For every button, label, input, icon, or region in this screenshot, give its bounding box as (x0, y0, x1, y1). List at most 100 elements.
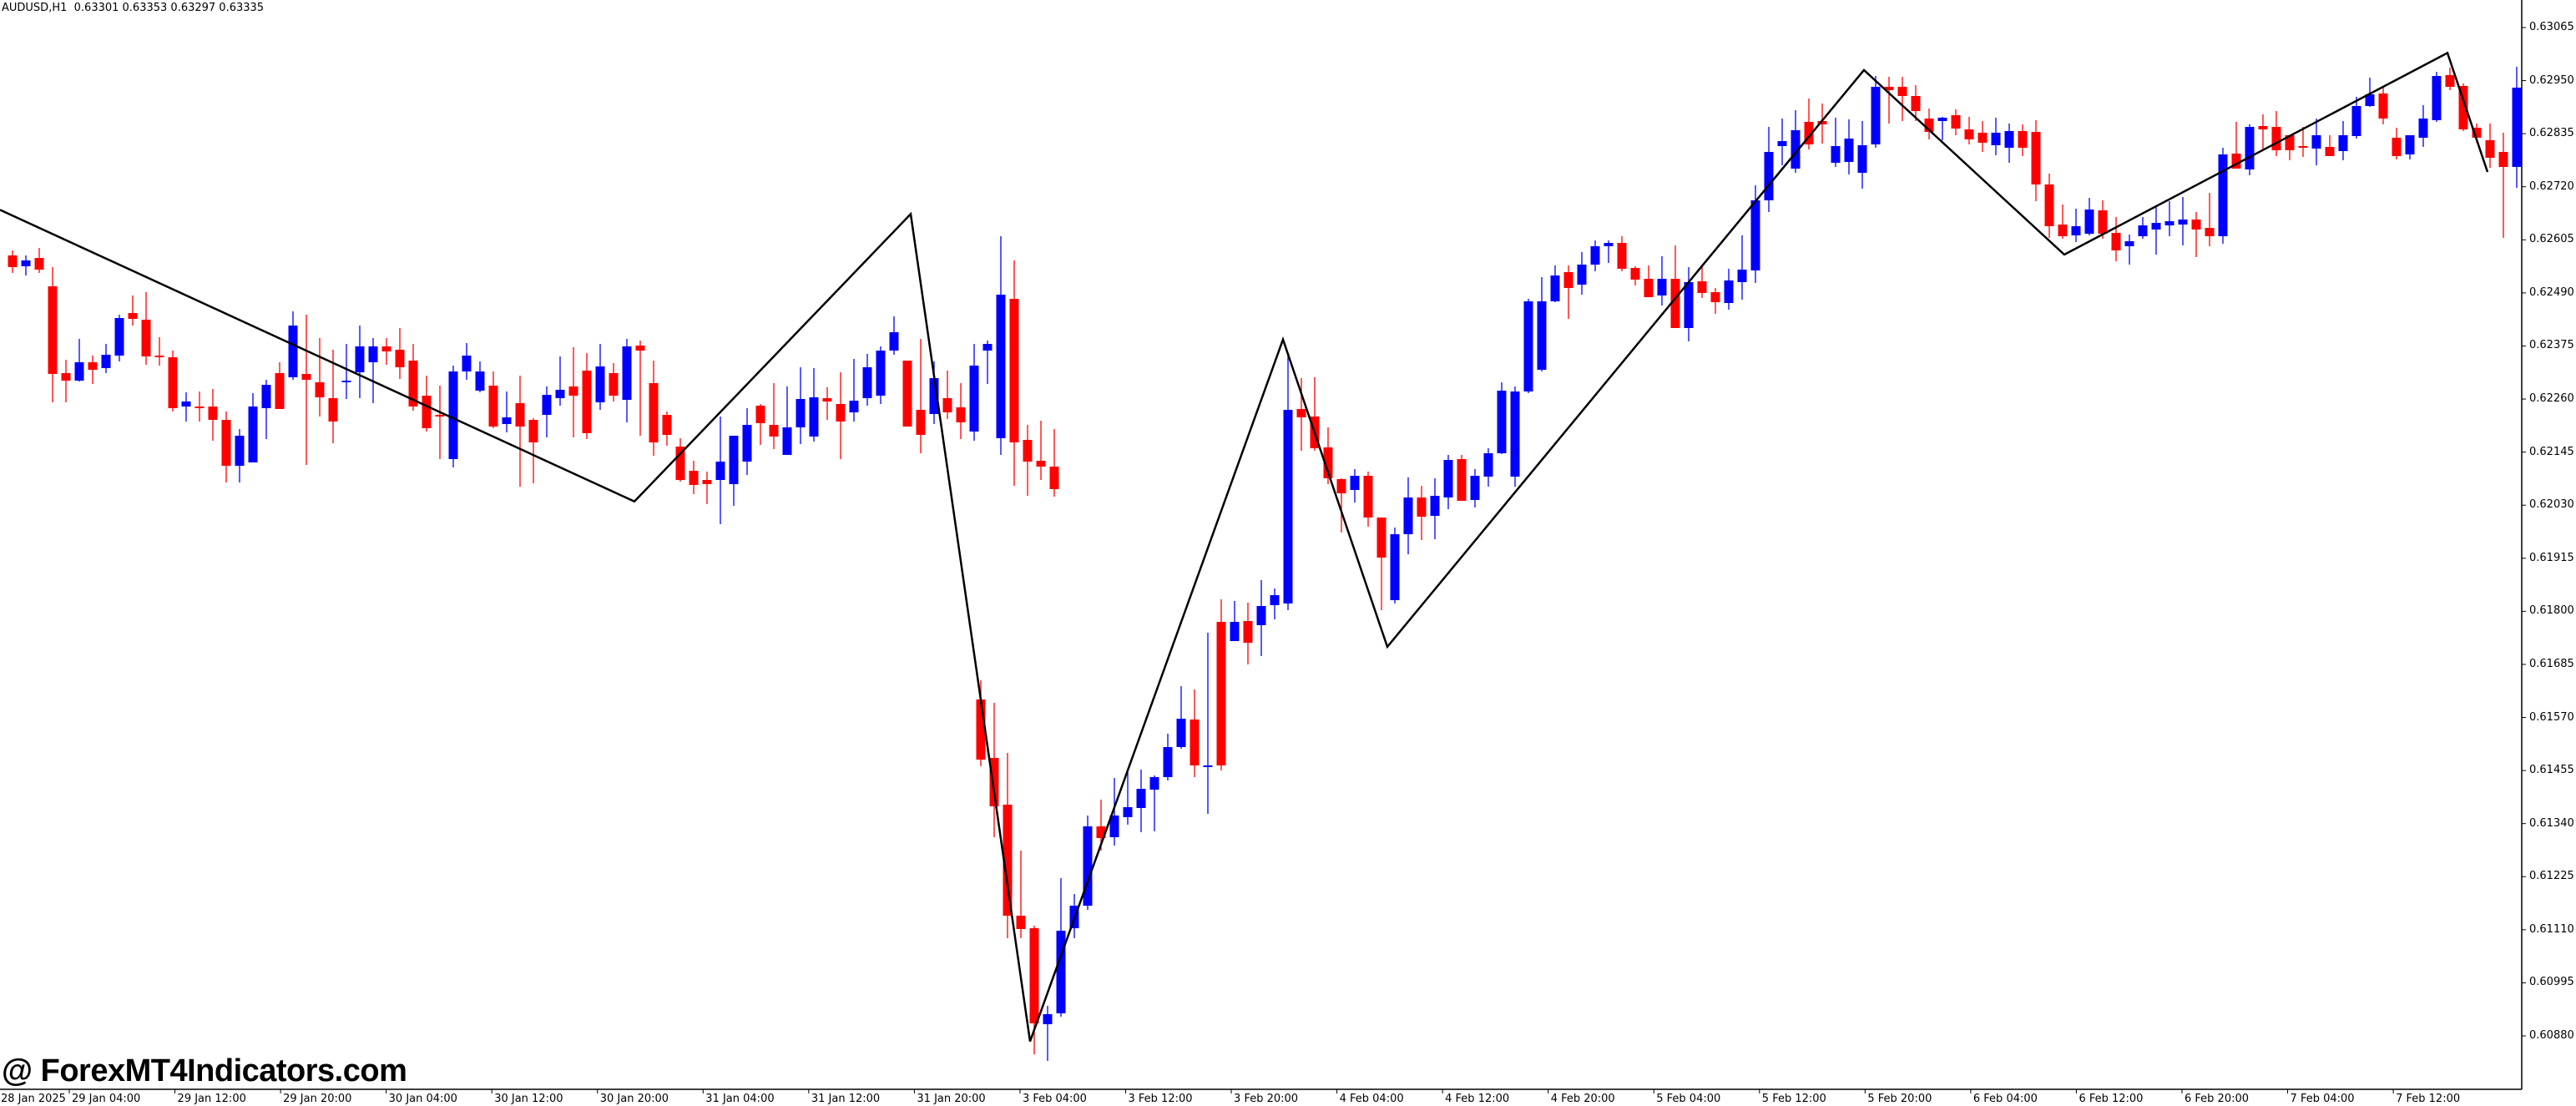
bearish-candle (61, 373, 71, 381)
bullish-candle (1483, 453, 1493, 477)
bullish-candle (248, 407, 258, 462)
bullish-candle (1149, 777, 1159, 790)
bullish-candle (1497, 391, 1507, 453)
bearish-candle (2191, 220, 2201, 230)
bullish-candle (2084, 210, 2094, 234)
bullish-candle (715, 462, 725, 480)
bullish-candle (555, 390, 565, 398)
price-axis-label: 0.61455 (2529, 764, 2574, 777)
bullish-candle (1764, 152, 1774, 200)
bearish-candle (1009, 299, 1019, 442)
bullish-candle (2151, 223, 2161, 230)
bearish-candle (2058, 225, 2068, 236)
bullish-candle (729, 436, 739, 484)
bullish-candle (1791, 130, 1801, 169)
bearish-candle (1096, 826, 1106, 838)
bullish-candle (1590, 246, 1600, 265)
bullish-candle (622, 346, 632, 400)
bearish-candle (1049, 467, 1059, 489)
bullish-candle (742, 425, 752, 462)
bearish-candle (2258, 126, 2268, 129)
bearish-candle (942, 398, 952, 412)
bearish-candle (2445, 75, 2455, 87)
time-axis-label: 6 Feb 12:00 (2078, 1093, 2144, 1105)
bullish-candle (1270, 595, 1280, 605)
bullish-candle (1430, 496, 1440, 516)
time-axis-label: 31 Jan 12:00 (811, 1093, 881, 1105)
price-axis-label: 0.62145 (2529, 445, 2574, 458)
bearish-candle (769, 425, 779, 437)
bearish-candle (8, 255, 18, 267)
time-axis-label: 31 Jan 04:00 (705, 1093, 775, 1105)
time-axis-label: 3 Feb 20:00 (1234, 1093, 1299, 1105)
bearish-candle (2498, 152, 2508, 167)
bearish-candle (88, 362, 98, 370)
price-axis-label: 0.62835 (2529, 127, 2574, 140)
bearish-candle (275, 373, 285, 409)
bullish-candle (1844, 139, 1854, 162)
bearish-candle (1951, 115, 1961, 129)
time-axis-label: 28 Jan 2025 (1, 1093, 66, 1105)
time-axis-label: 6 Feb 20:00 (2185, 1093, 2250, 1105)
bearish-candle (755, 406, 765, 423)
bullish-candle (341, 381, 351, 382)
bearish-candle (1336, 479, 1346, 493)
bullish-candle (1937, 118, 1947, 121)
bullish-candle (462, 356, 472, 371)
time-axis-label: 31 Jan 20:00 (917, 1093, 986, 1105)
price-axis-label: 0.62490 (2529, 285, 2574, 299)
bullish-candle (2218, 154, 2228, 236)
bullish-candle (2071, 226, 2081, 235)
bullish-candle (2512, 88, 2522, 167)
bearish-candle (2298, 146, 2308, 148)
price-axis-label: 0.60880 (2529, 1028, 2574, 1042)
bearish-candle (2472, 128, 2482, 138)
bearish-candle (836, 404, 846, 422)
bullish-candle (1871, 87, 1881, 144)
bearish-candle (1630, 268, 1640, 280)
bullish-candle (2365, 94, 2375, 106)
price-axis-label: 0.62375 (2529, 339, 2574, 352)
bullish-candle (862, 367, 872, 398)
bullish-candle (288, 326, 298, 377)
bullish-candle (2164, 221, 2174, 225)
bullish-candle (101, 355, 111, 368)
bearish-candle (301, 374, 311, 380)
bullish-candle (1657, 279, 1667, 295)
bullish-candle (1350, 476, 1360, 490)
bullish-candle (969, 366, 979, 432)
bearish-candle (1644, 279, 1654, 297)
price-axis-label: 0.61915 (2529, 551, 2574, 564)
bearish-candle (1029, 928, 1039, 1023)
bullish-candle (1043, 1014, 1053, 1024)
bearish-candle (168, 357, 178, 408)
bullish-candle (181, 401, 191, 407)
time-axis-ticks (68, 1089, 2394, 1093)
time-axis-label: 7 Feb 12:00 (2396, 1093, 2461, 1105)
bearish-candle (408, 361, 418, 407)
time-axis-label: 29 Jan 04:00 (72, 1093, 141, 1105)
bearish-candle (2392, 138, 2402, 156)
price-axis-label: 0.61340 (2529, 816, 2574, 830)
bullish-candle (1176, 719, 1186, 747)
bearish-candle (2205, 228, 2215, 236)
bullish-candle (1750, 200, 1760, 270)
bullish-candle (1604, 243, 1614, 246)
bearish-candle (1804, 122, 1814, 144)
bearish-candle (609, 373, 619, 396)
bullish-candle (1109, 816, 1119, 837)
bearish-candle (1710, 292, 1720, 302)
bullish-candle (1283, 410, 1293, 604)
bearish-candle (1363, 476, 1373, 518)
bullish-candle (21, 260, 31, 266)
bearish-candle (1563, 272, 1573, 288)
bearish-candle (328, 398, 338, 422)
bullish-candle (782, 427, 792, 455)
bullish-candle (1577, 265, 1587, 285)
bullish-candle (235, 436, 245, 466)
candlesticks (8, 67, 2522, 1061)
bullish-candle (2311, 135, 2321, 149)
bullish-candle (1123, 807, 1133, 817)
